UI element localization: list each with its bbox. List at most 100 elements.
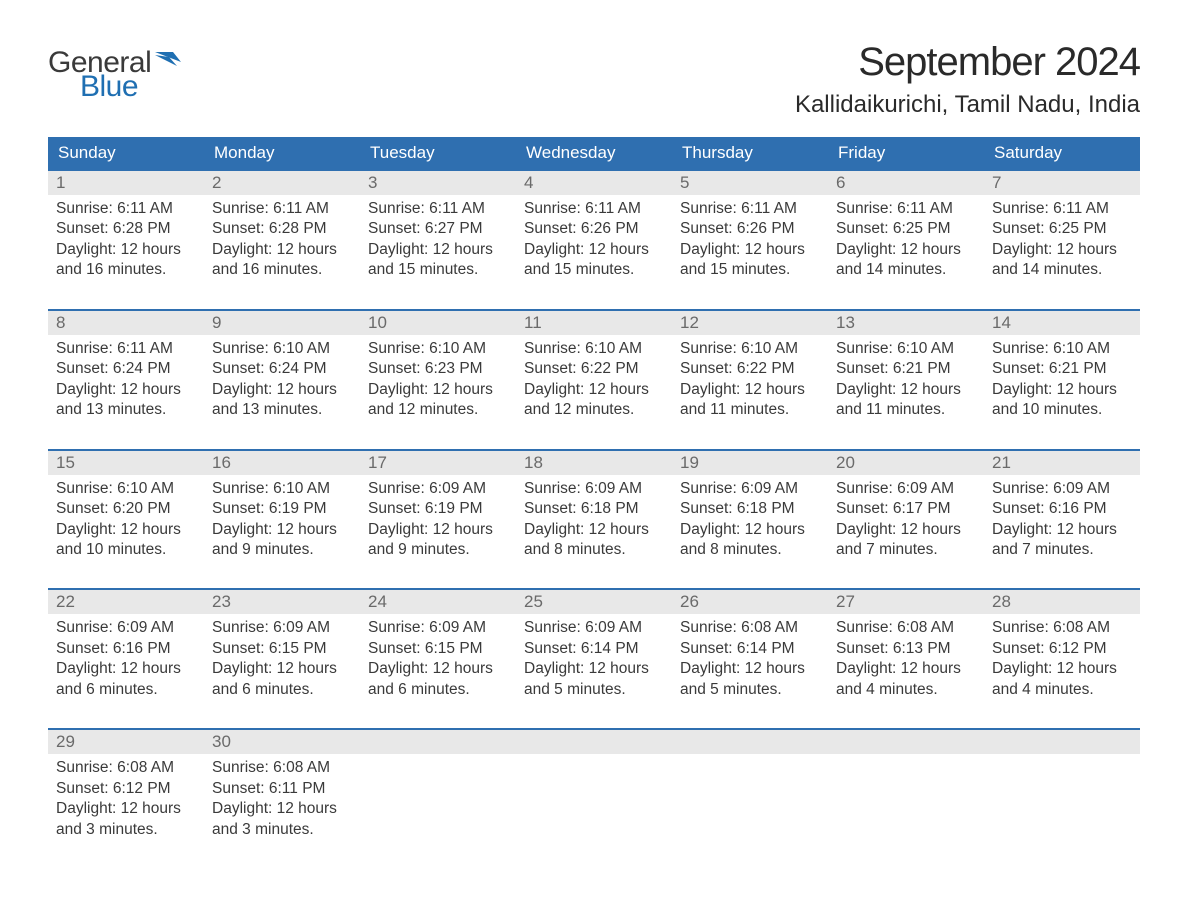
day-number: 16 (204, 451, 360, 475)
week-row: 29Sunrise: 6:08 AMSunset: 6:12 PMDayligh… (48, 729, 1140, 868)
day-cell: 9Sunrise: 6:10 AMSunset: 6:24 PMDaylight… (204, 310, 360, 450)
day-daylight2: and 14 minutes. (992, 260, 1132, 280)
day-body: Sunrise: 6:11 AMSunset: 6:27 PMDaylight:… (360, 195, 516, 309)
day-daylight1: Daylight: 12 hours (836, 659, 976, 679)
day-daylight1: Daylight: 12 hours (368, 659, 508, 679)
day-cell: 16Sunrise: 6:10 AMSunset: 6:19 PMDayligh… (204, 450, 360, 590)
day-daylight1: Daylight: 12 hours (524, 520, 664, 540)
day-cell: 10Sunrise: 6:10 AMSunset: 6:23 PMDayligh… (360, 310, 516, 450)
day-sunrise: Sunrise: 6:09 AM (992, 479, 1132, 499)
day-daylight2: and 14 minutes. (836, 260, 976, 280)
day-cell: 18Sunrise: 6:09 AMSunset: 6:18 PMDayligh… (516, 450, 672, 590)
day-daylight1: Daylight: 12 hours (992, 380, 1132, 400)
day-body-empty (516, 754, 672, 834)
day-number: 9 (204, 311, 360, 335)
day-cell: 24Sunrise: 6:09 AMSunset: 6:15 PMDayligh… (360, 589, 516, 729)
day-daylight1: Daylight: 12 hours (680, 659, 820, 679)
day-header: Monday (204, 137, 360, 170)
day-daylight2: and 10 minutes. (56, 540, 196, 560)
day-number: 30 (204, 730, 360, 754)
day-cell (828, 729, 984, 868)
day-daylight1: Daylight: 12 hours (212, 240, 352, 260)
day-sunset: Sunset: 6:17 PM (836, 499, 976, 519)
day-sunrise: Sunrise: 6:10 AM (992, 339, 1132, 359)
day-body: Sunrise: 6:10 AMSunset: 6:21 PMDaylight:… (984, 335, 1140, 449)
day-body: Sunrise: 6:09 AMSunset: 6:15 PMDaylight:… (204, 614, 360, 728)
day-sunrise: Sunrise: 6:09 AM (56, 618, 196, 638)
day-daylight1: Daylight: 12 hours (212, 659, 352, 679)
day-number: 21 (984, 451, 1140, 475)
day-number: 1 (48, 171, 204, 195)
day-daylight1: Daylight: 12 hours (524, 380, 664, 400)
week-row: 15Sunrise: 6:10 AMSunset: 6:20 PMDayligh… (48, 450, 1140, 590)
day-cell: 19Sunrise: 6:09 AMSunset: 6:18 PMDayligh… (672, 450, 828, 590)
day-sunset: Sunset: 6:15 PM (212, 639, 352, 659)
day-daylight2: and 12 minutes. (368, 400, 508, 420)
day-number: 27 (828, 590, 984, 614)
day-sunrise: Sunrise: 6:10 AM (212, 479, 352, 499)
day-daylight2: and 15 minutes. (680, 260, 820, 280)
day-number: 7 (984, 171, 1140, 195)
day-number: 11 (516, 311, 672, 335)
day-cell: 4Sunrise: 6:11 AMSunset: 6:26 PMDaylight… (516, 170, 672, 310)
day-daylight1: Daylight: 12 hours (836, 240, 976, 260)
day-cell: 13Sunrise: 6:10 AMSunset: 6:21 PMDayligh… (828, 310, 984, 450)
day-header: Thursday (672, 137, 828, 170)
day-sunset: Sunset: 6:24 PM (56, 359, 196, 379)
day-body: Sunrise: 6:11 AMSunset: 6:24 PMDaylight:… (48, 335, 204, 449)
day-number: 22 (48, 590, 204, 614)
day-cell: 29Sunrise: 6:08 AMSunset: 6:12 PMDayligh… (48, 729, 204, 868)
day-daylight2: and 3 minutes. (56, 820, 196, 840)
day-sunrise: Sunrise: 6:10 AM (680, 339, 820, 359)
day-sunset: Sunset: 6:18 PM (524, 499, 664, 519)
day-body: Sunrise: 6:09 AMSunset: 6:14 PMDaylight:… (516, 614, 672, 728)
day-daylight2: and 6 minutes. (368, 680, 508, 700)
day-daylight1: Daylight: 12 hours (992, 240, 1132, 260)
day-daylight1: Daylight: 12 hours (212, 799, 352, 819)
day-header: Friday (828, 137, 984, 170)
week-row: 8Sunrise: 6:11 AMSunset: 6:24 PMDaylight… (48, 310, 1140, 450)
day-daylight2: and 11 minutes. (680, 400, 820, 420)
day-daylight2: and 6 minutes. (56, 680, 196, 700)
day-sunset: Sunset: 6:24 PM (212, 359, 352, 379)
day-number: 3 (360, 171, 516, 195)
day-sunset: Sunset: 6:22 PM (680, 359, 820, 379)
day-body: Sunrise: 6:08 AMSunset: 6:12 PMDaylight:… (48, 754, 204, 868)
day-cell: 22Sunrise: 6:09 AMSunset: 6:16 PMDayligh… (48, 589, 204, 729)
day-number: 6 (828, 171, 984, 195)
day-sunrise: Sunrise: 6:10 AM (212, 339, 352, 359)
day-number-empty (672, 730, 828, 754)
day-sunrise: Sunrise: 6:11 AM (56, 339, 196, 359)
day-number: 26 (672, 590, 828, 614)
day-daylight2: and 16 minutes. (212, 260, 352, 280)
day-sunset: Sunset: 6:12 PM (56, 779, 196, 799)
day-sunset: Sunset: 6:28 PM (56, 219, 196, 239)
day-daylight1: Daylight: 12 hours (680, 240, 820, 260)
day-sunrise: Sunrise: 6:08 AM (836, 618, 976, 638)
day-daylight2: and 13 minutes. (212, 400, 352, 420)
day-body: Sunrise: 6:11 AMSunset: 6:25 PMDaylight:… (828, 195, 984, 309)
day-sunrise: Sunrise: 6:11 AM (992, 199, 1132, 219)
day-body: Sunrise: 6:09 AMSunset: 6:17 PMDaylight:… (828, 475, 984, 589)
day-sunset: Sunset: 6:15 PM (368, 639, 508, 659)
day-cell: 2Sunrise: 6:11 AMSunset: 6:28 PMDaylight… (204, 170, 360, 310)
day-number: 25 (516, 590, 672, 614)
day-number: 14 (984, 311, 1140, 335)
day-sunrise: Sunrise: 6:10 AM (836, 339, 976, 359)
week-row: 22Sunrise: 6:09 AMSunset: 6:16 PMDayligh… (48, 589, 1140, 729)
day-daylight2: and 8 minutes. (524, 540, 664, 560)
logo: General Blue (48, 40, 181, 102)
day-sunset: Sunset: 6:27 PM (368, 219, 508, 239)
day-body: Sunrise: 6:10 AMSunset: 6:22 PMDaylight:… (516, 335, 672, 449)
day-number-empty (360, 730, 516, 754)
day-daylight1: Daylight: 12 hours (56, 659, 196, 679)
day-sunset: Sunset: 6:14 PM (524, 639, 664, 659)
day-number: 23 (204, 590, 360, 614)
day-daylight2: and 7 minutes. (836, 540, 976, 560)
day-body: Sunrise: 6:09 AMSunset: 6:16 PMDaylight:… (984, 475, 1140, 589)
day-sunset: Sunset: 6:21 PM (836, 359, 976, 379)
day-daylight1: Daylight: 12 hours (680, 380, 820, 400)
day-daylight2: and 5 minutes. (524, 680, 664, 700)
day-sunrise: Sunrise: 6:11 AM (680, 199, 820, 219)
day-number: 15 (48, 451, 204, 475)
